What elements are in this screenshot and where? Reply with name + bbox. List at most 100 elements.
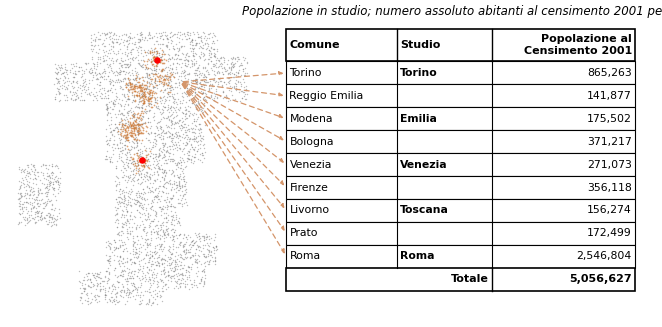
- Point: [43, 217, 54, 222]
- Point: [201, 258, 212, 264]
- Point: [169, 278, 180, 284]
- Point: [95, 33, 106, 38]
- Point: [143, 237, 154, 242]
- Point: [151, 91, 162, 96]
- Point: [126, 40, 137, 45]
- Point: [204, 57, 214, 62]
- Point: [147, 198, 158, 204]
- Point: [118, 142, 129, 147]
- Point: [103, 73, 114, 78]
- Point: [162, 149, 173, 155]
- Point: [17, 205, 27, 210]
- Point: [120, 168, 131, 173]
- Point: [194, 68, 205, 73]
- Point: [118, 188, 128, 193]
- Point: [169, 31, 179, 37]
- Point: [126, 202, 136, 208]
- Point: [124, 295, 135, 300]
- Point: [21, 190, 32, 195]
- Point: [42, 213, 53, 218]
- Point: [137, 114, 148, 119]
- Point: [94, 70, 105, 75]
- Point: [163, 92, 173, 97]
- Point: [189, 73, 200, 78]
- Point: [181, 72, 192, 77]
- Point: [162, 180, 172, 185]
- Point: [133, 172, 144, 177]
- Point: [143, 95, 154, 101]
- Point: [140, 66, 150, 72]
- Point: [114, 71, 124, 77]
- Point: [114, 238, 124, 243]
- Point: [91, 95, 101, 101]
- Point: [130, 82, 141, 87]
- Point: [130, 285, 140, 290]
- Point: [150, 155, 160, 160]
- Point: [170, 264, 181, 269]
- Point: [146, 273, 157, 278]
- Point: [181, 237, 192, 242]
- Point: [159, 94, 169, 99]
- Point: [139, 164, 150, 169]
- Point: [128, 281, 138, 286]
- Point: [118, 122, 129, 128]
- Point: [209, 51, 220, 56]
- Point: [123, 63, 134, 68]
- Point: [207, 39, 218, 44]
- Point: [203, 252, 213, 257]
- Point: [154, 132, 164, 137]
- Point: [179, 244, 189, 249]
- Point: [129, 114, 140, 119]
- Point: [231, 81, 242, 87]
- Point: [152, 230, 162, 235]
- Point: [122, 131, 132, 136]
- Point: [179, 111, 190, 116]
- Point: [120, 120, 131, 126]
- Point: [154, 204, 165, 209]
- Point: [131, 293, 142, 298]
- Point: [134, 84, 144, 90]
- Point: [237, 96, 248, 101]
- Point: [111, 114, 121, 119]
- Point: [141, 249, 152, 254]
- Point: [19, 169, 30, 175]
- Point: [128, 134, 139, 139]
- Point: [104, 297, 115, 302]
- Point: [140, 136, 151, 141]
- Point: [166, 88, 177, 93]
- Point: [77, 74, 88, 79]
- Point: [119, 102, 130, 107]
- Point: [132, 178, 143, 183]
- Point: [118, 77, 128, 82]
- Point: [154, 41, 165, 46]
- Point: [134, 76, 144, 81]
- Point: [131, 250, 142, 256]
- Point: [68, 78, 78, 83]
- Point: [154, 73, 165, 78]
- Point: [93, 274, 104, 280]
- Point: [143, 66, 154, 71]
- Point: [101, 57, 111, 62]
- Point: [228, 65, 238, 70]
- Point: [135, 298, 146, 303]
- Point: [107, 40, 118, 45]
- Point: [194, 108, 205, 113]
- Point: [174, 29, 185, 34]
- Point: [28, 181, 39, 186]
- Point: [144, 242, 154, 247]
- Point: [149, 166, 160, 171]
- Point: [62, 86, 72, 91]
- Point: [47, 206, 58, 212]
- Point: [78, 288, 89, 293]
- Point: [175, 44, 186, 49]
- Point: [156, 213, 167, 218]
- Point: [149, 113, 160, 118]
- Point: [144, 300, 154, 305]
- Point: [179, 232, 189, 237]
- Point: [64, 89, 75, 95]
- Point: [159, 88, 169, 93]
- Point: [110, 101, 120, 106]
- Point: [161, 169, 171, 174]
- Point: [89, 70, 100, 75]
- Point: [163, 274, 173, 279]
